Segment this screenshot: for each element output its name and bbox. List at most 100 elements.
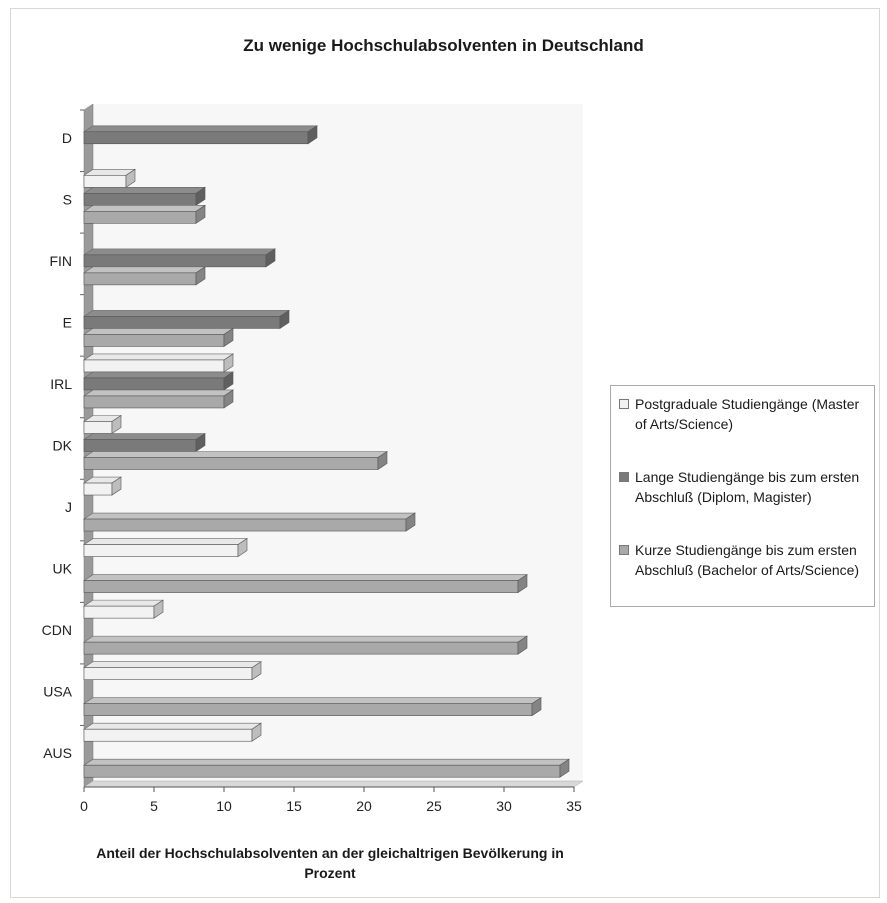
bar-end: [405, 512, 416, 532]
category-label: S: [63, 191, 72, 207]
bar-end: [237, 538, 248, 558]
x-tick-label: 0: [80, 798, 88, 814]
bar-end: [195, 266, 206, 286]
bar: [83, 728, 253, 742]
bar-end: [531, 697, 542, 717]
plot-floor: [83, 780, 584, 788]
bar: [83, 395, 225, 409]
bar: [83, 359, 225, 373]
bar-end: [517, 635, 528, 655]
bar: [83, 544, 239, 557]
bar-end: [111, 476, 122, 496]
x-tick-label: 15: [286, 798, 302, 814]
bar-top: [83, 125, 318, 133]
bar-top: [83, 205, 206, 212]
bar-end: [195, 204, 206, 224]
bar-end: [111, 414, 122, 435]
bar-end: [223, 353, 234, 373]
bar-top: [83, 389, 234, 397]
bar-top: [83, 371, 234, 379]
legend-label-postgraduate: Postgraduale Studiengänge (Master of Art…: [635, 396, 860, 432]
bar: [83, 334, 225, 347]
bar-top: [83, 187, 206, 194]
bar-end: [559, 758, 570, 778]
bar-top: [83, 538, 248, 545]
x-tick-label: 25: [426, 798, 442, 814]
bar-top: [83, 697, 542, 704]
bar-top: [83, 310, 290, 317]
bar-top: [83, 266, 206, 274]
x-tick-label: 10: [216, 798, 232, 814]
legend-swatch-long-programs: [619, 472, 629, 482]
bar-top: [83, 451, 388, 458]
chart-title: Zu wenige Hochschulabsolventen in Deutsc…: [243, 36, 644, 55]
category-label: AUS: [43, 745, 72, 761]
bar: [83, 605, 155, 619]
bar-top: [83, 328, 234, 335]
bar-end: [279, 309, 290, 329]
bar-end: [377, 450, 388, 471]
bar-end: [125, 168, 136, 188]
category-label: D: [62, 130, 72, 146]
bar-end: [251, 722, 262, 742]
bar: [83, 272, 197, 286]
bar-end: [307, 125, 318, 145]
category-label: DK: [53, 438, 73, 454]
bar-end: [223, 389, 234, 409]
bar: [83, 175, 127, 188]
bar-top: [83, 512, 416, 520]
bar: [83, 439, 197, 452]
bar-top: [83, 635, 528, 643]
bar: [83, 667, 253, 680]
bar: [83, 377, 225, 391]
bar-end: [195, 186, 206, 206]
bar: [83, 518, 407, 532]
bar-top: [83, 353, 234, 361]
bar-top: [83, 661, 262, 668]
bar-end: [223, 327, 234, 347]
bar: [83, 193, 197, 206]
bar-end: [265, 248, 276, 268]
bar-end: [517, 574, 528, 594]
bar-top: [83, 758, 570, 766]
category-label: IRL: [50, 376, 72, 392]
x-axis-label: Anteil der Hochschulabsolventen an der g…: [96, 845, 564, 881]
legend: Postgraduale Studiengänge (Master of Art…: [610, 385, 875, 607]
bar: [83, 703, 533, 716]
category-label: E: [63, 314, 72, 330]
bar-end: [251, 661, 262, 681]
bar-end: [195, 432, 206, 453]
legend-swatch-postgraduate: [619, 399, 629, 409]
bar: [83, 482, 113, 496]
bar: [83, 211, 197, 224]
category-label: CDN: [42, 622, 72, 638]
category-label: UK: [53, 561, 73, 577]
bar-top: [83, 248, 276, 256]
bar-top: [83, 599, 164, 607]
bar: [83, 421, 113, 434]
x-tick-label: 30: [496, 798, 512, 814]
category-label: J: [65, 499, 72, 515]
legend-label-long-programs: Lange Studiengänge bis zum ersten Abschl…: [635, 469, 860, 505]
x-tick-label: 5: [150, 798, 158, 814]
x-tick-label: 20: [356, 798, 372, 814]
x-tick-label: 35: [566, 798, 582, 814]
bar-top: [83, 574, 528, 581]
plot-back-wall: [93, 104, 583, 781]
category-label: FIN: [49, 253, 72, 269]
bar-top: [83, 722, 262, 730]
bar: [83, 316, 281, 329]
bar: [83, 580, 519, 593]
legend-label-short-programs: Kurze Studiengänge bis zum ersten Abschl…: [635, 542, 860, 578]
bar-top: [83, 433, 206, 440]
bar: [83, 764, 561, 778]
bar-end: [223, 371, 234, 391]
legend-swatch-short-programs: [619, 545, 629, 555]
bar: [83, 254, 267, 268]
bar: [83, 131, 309, 145]
bar: [83, 641, 519, 655]
bar-end: [153, 599, 164, 619]
category-label: USA: [43, 684, 72, 700]
bar: [83, 457, 379, 470]
